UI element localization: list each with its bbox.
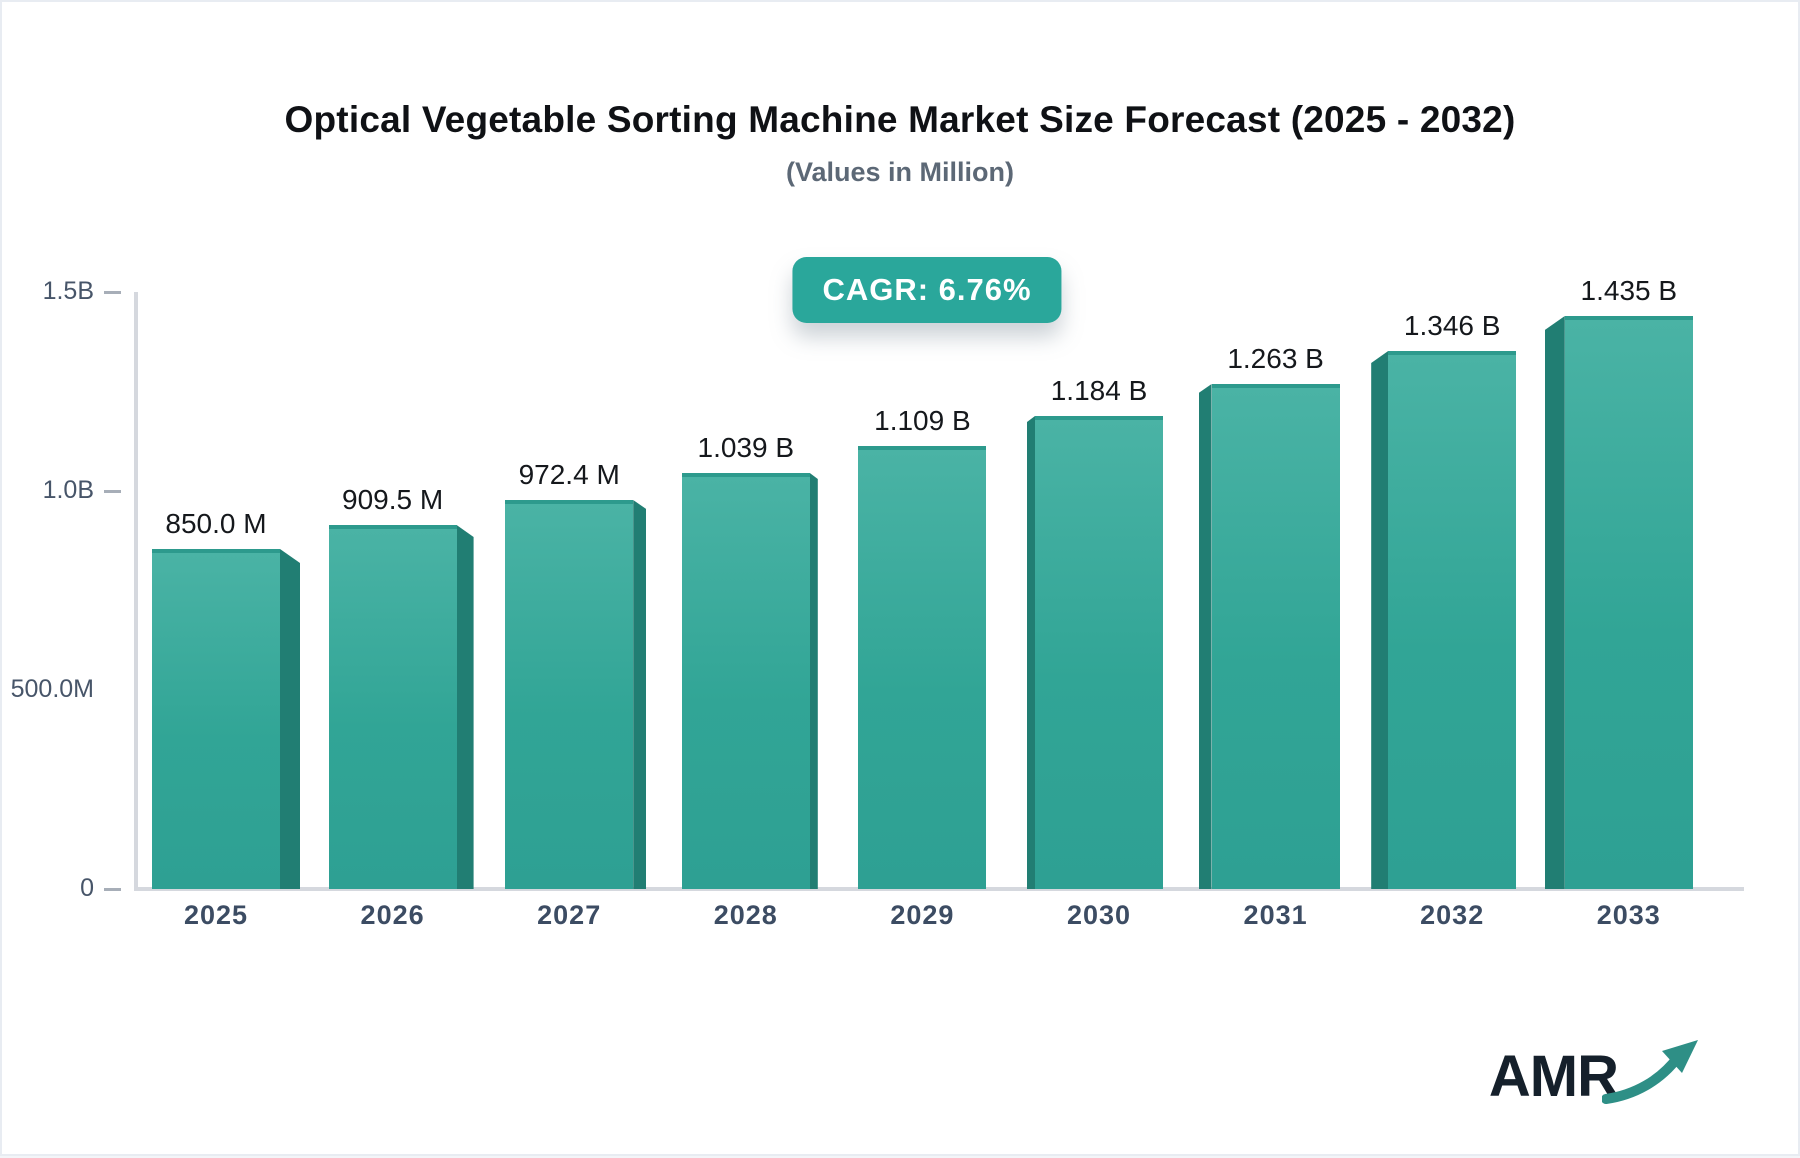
- x-axis-category-label: 2030: [1066, 900, 1132, 930]
- bar-2027: [505, 500, 647, 889]
- bar-2029: [858, 446, 987, 889]
- bar-side-face: [809, 473, 818, 889]
- bar-2030: [1027, 416, 1163, 889]
- bar-side-face: [1371, 351, 1389, 889]
- bar-value-label: 1.435 B: [1580, 275, 1678, 306]
- chart-header: Optical Vegetable Sorting Machine Market…: [2, 2, 1798, 188]
- cagr-badge: CAGR: 6.76%: [792, 257, 1062, 323]
- amr-logo: AMR: [1489, 1038, 1702, 1106]
- bar-front-face: [505, 500, 634, 889]
- bar-front-face: [152, 549, 280, 889]
- y-axis-tick-mark: [104, 290, 121, 294]
- y-axis-tick-label: 500.0M: [10, 675, 94, 703]
- x-axis-line: [134, 887, 1744, 891]
- x-axis-category-label: 2031: [1243, 900, 1308, 930]
- bar-2025: [152, 549, 300, 889]
- x-axis-category-label: 2028: [713, 900, 778, 930]
- x-axis-category-label: 2025: [183, 900, 249, 930]
- y-axis-tick-mark: [104, 887, 121, 891]
- amr-logo-text: AMR: [1488, 1044, 1619, 1109]
- bar-side-face: [1544, 316, 1565, 889]
- chart-subtitle: (Values in Million): [785, 157, 1015, 187]
- y-axis-tick-label: 0: [80, 874, 94, 902]
- chart-title: Optical Vegetable Sorting Machine Market…: [284, 99, 1516, 140]
- bar-2026: [328, 525, 474, 889]
- x-axis-category-label: 2033: [1596, 900, 1661, 930]
- bar-value-label: 909.5 M: [342, 484, 444, 515]
- bar-side-face: [633, 500, 647, 889]
- y-axis-line: [134, 292, 138, 891]
- bar-side-face: [280, 549, 300, 889]
- y-axis-tick-label: 1.0B: [42, 476, 94, 504]
- bar-side-face: [1198, 384, 1212, 889]
- bar-2032: [1371, 351, 1517, 889]
- x-axis-category-label: 2026: [360, 900, 425, 930]
- bar-2028: [681, 473, 818, 889]
- x-axis-category-label: 2029: [890, 900, 955, 930]
- bar-value-label: 850.0 M: [165, 508, 267, 539]
- bar-front-face: [1388, 351, 1517, 889]
- bar-2031: [1198, 384, 1340, 889]
- bar-front-face: [328, 525, 457, 889]
- bar-front-face: [1035, 416, 1163, 889]
- bar-value-label: 1.039 B: [697, 432, 795, 463]
- bar-side-face: [1027, 416, 1035, 889]
- x-axis-category-label: 2027: [537, 900, 602, 930]
- bar-front-face: [681, 473, 810, 889]
- bar-value-label: 1.184 B: [1050, 375, 1148, 406]
- y-axis-tick-label: 1.5B: [42, 277, 94, 305]
- bar-value-label: 1.346 B: [1403, 310, 1501, 341]
- bar-front-face: [1564, 316, 1693, 889]
- bar-side-face: [456, 525, 474, 889]
- bar-value-label: 1.263 B: [1227, 343, 1324, 374]
- bar-2033: [1544, 316, 1693, 889]
- bar-front-face: [858, 446, 987, 889]
- bar-value-label: 1.109 B: [874, 405, 971, 436]
- growth-arrow-icon: [1602, 1040, 1698, 1104]
- y-axis-tick-mark: [104, 489, 121, 493]
- x-axis-category-label: 2032: [1420, 900, 1485, 930]
- bar-front-face: [1211, 384, 1340, 889]
- bar-value-label: 972.4 M: [518, 459, 620, 490]
